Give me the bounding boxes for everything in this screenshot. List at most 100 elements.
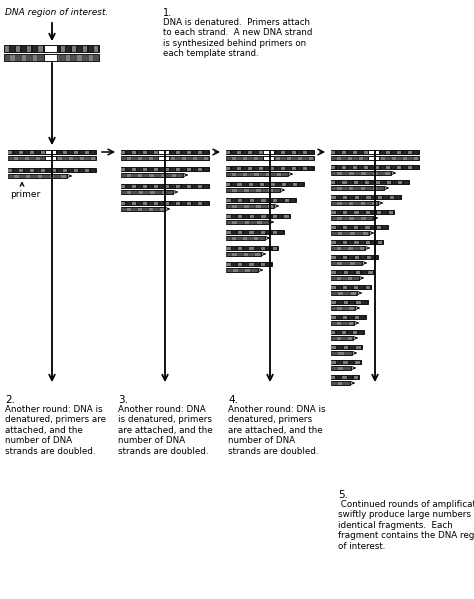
Bar — [248, 150, 253, 153]
Bar — [255, 247, 260, 250]
Bar — [176, 168, 181, 171]
Bar — [350, 301, 355, 304]
Bar — [262, 189, 267, 192]
Bar — [273, 247, 277, 250]
Text: Continued rounds of amplification
swiftly produce large numbers of
identical fra: Continued rounds of amplification swiftl… — [338, 500, 474, 550]
Bar — [226, 167, 230, 170]
Bar — [356, 262, 361, 265]
Bar — [244, 189, 249, 192]
Bar — [204, 168, 208, 171]
Bar — [337, 322, 341, 325]
Bar — [385, 171, 390, 174]
Bar — [337, 301, 342, 304]
Bar — [226, 268, 231, 271]
Bar — [370, 180, 374, 183]
Bar — [343, 210, 347, 213]
Bar — [337, 331, 341, 334]
Bar — [232, 237, 236, 240]
Bar — [121, 207, 165, 211]
Bar — [350, 271, 355, 274]
Bar — [187, 156, 191, 159]
Bar — [348, 156, 352, 159]
Bar — [232, 214, 237, 217]
Bar — [132, 150, 137, 153]
Bar — [74, 156, 78, 159]
Bar — [331, 292, 336, 295]
Bar — [243, 237, 247, 240]
Bar — [303, 156, 308, 159]
Bar — [331, 150, 336, 153]
Bar — [121, 168, 126, 171]
Bar — [381, 165, 385, 168]
Bar — [25, 156, 29, 159]
Bar — [279, 231, 283, 234]
Bar — [261, 198, 265, 201]
Bar — [291, 198, 295, 201]
Bar — [342, 150, 346, 153]
Bar — [378, 186, 383, 189]
Bar — [61, 46, 65, 52]
Bar — [276, 167, 280, 170]
Bar — [384, 195, 388, 198]
Bar — [348, 225, 353, 228]
Bar — [344, 346, 348, 349]
Bar — [155, 150, 158, 153]
Bar — [89, 55, 93, 60]
Bar — [343, 195, 347, 198]
Bar — [243, 150, 247, 153]
Bar — [331, 231, 336, 234]
Bar — [359, 165, 363, 168]
Bar — [143, 168, 147, 171]
Bar — [342, 331, 346, 334]
Bar — [171, 201, 175, 204]
Bar — [349, 171, 354, 174]
Bar — [372, 195, 376, 198]
Bar — [198, 201, 202, 204]
Bar — [331, 186, 336, 189]
Bar — [243, 183, 247, 186]
Bar — [386, 165, 391, 168]
Bar — [166, 174, 171, 177]
Bar — [381, 156, 385, 159]
Bar — [342, 337, 346, 340]
Bar — [367, 171, 372, 174]
Bar — [193, 150, 197, 153]
Bar — [331, 240, 383, 244]
Bar — [331, 171, 391, 175]
Bar — [331, 186, 384, 190]
Bar — [404, 180, 408, 183]
Bar — [356, 346, 361, 349]
Bar — [158, 156, 169, 160]
Bar — [248, 167, 253, 170]
Bar — [271, 183, 275, 186]
Bar — [359, 180, 364, 183]
Bar — [244, 198, 248, 201]
Bar — [8, 174, 67, 178]
Bar — [331, 195, 401, 199]
Bar — [381, 150, 385, 153]
Bar — [226, 204, 231, 207]
Bar — [249, 247, 254, 250]
Bar — [378, 195, 383, 198]
Bar — [85, 168, 90, 171]
Bar — [266, 262, 271, 265]
Bar — [89, 46, 93, 52]
Bar — [348, 247, 353, 250]
Bar — [349, 216, 354, 219]
Bar — [237, 183, 242, 186]
Bar — [55, 46, 59, 52]
Bar — [52, 156, 56, 159]
Bar — [55, 174, 60, 177]
Bar — [121, 184, 126, 187]
Bar — [172, 174, 176, 177]
Bar — [398, 180, 402, 183]
Bar — [331, 247, 336, 250]
Text: primer: primer — [10, 190, 40, 199]
Bar — [155, 201, 158, 204]
Bar — [331, 216, 373, 220]
Bar — [392, 156, 396, 159]
Bar — [331, 171, 336, 174]
Text: Another round: DNA
is denatured, primers
are attached, and the
number of DNA
str: Another round: DNA is denatured, primers… — [118, 405, 213, 456]
Bar — [265, 167, 269, 170]
Bar — [331, 300, 368, 304]
